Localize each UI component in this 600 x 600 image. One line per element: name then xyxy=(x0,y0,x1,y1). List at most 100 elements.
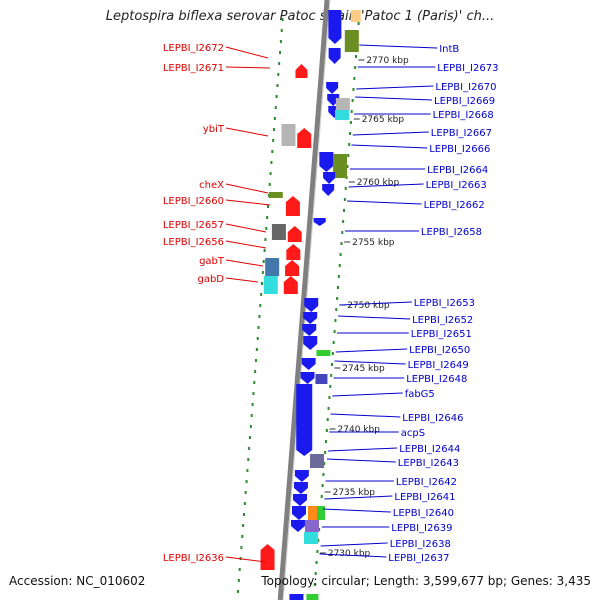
right-gene-label: LEPBI_I2667 xyxy=(431,128,492,139)
right-leader-line xyxy=(334,360,406,365)
gene-block xyxy=(302,324,317,336)
gene-block xyxy=(265,258,280,276)
right-leader-line xyxy=(320,542,388,547)
right-gene-label: LEPBI_I2650 xyxy=(409,345,470,356)
right-leader-line xyxy=(328,447,398,452)
right-gene-label: LEPBI_I2639 xyxy=(391,523,452,534)
right-leader-line xyxy=(332,392,403,397)
gene-block xyxy=(350,10,361,22)
scale-label: 2770 kbp xyxy=(366,56,409,66)
right-leader-line xyxy=(347,200,422,205)
gene-block xyxy=(295,64,308,78)
right-leader-line xyxy=(352,131,429,136)
gene-block xyxy=(294,470,309,482)
left-leader-line xyxy=(225,46,269,59)
scale-labels: 2770 kbp 2765 kbp 2760 kbp 2755 kbp 2750 kbp… xyxy=(319,56,409,559)
gene-features xyxy=(260,10,361,600)
gene-block xyxy=(307,506,318,520)
scale-label: 2735 kbp xyxy=(333,488,376,498)
right-gene-label: LEPBI_I2648 xyxy=(406,374,467,385)
genome-summary-text: Topology: circular; Length: 3,599,677 bp… xyxy=(261,574,591,588)
right-gene-label: fabG5 xyxy=(405,389,435,400)
right-gene-label: LEPBI_I2664 xyxy=(427,165,488,176)
right-gene-label: acpS xyxy=(401,428,425,439)
right-gene-label: LEPBI_I2658 xyxy=(421,227,482,238)
backbone-line xyxy=(277,0,330,600)
gene-block xyxy=(303,312,318,324)
gene-block xyxy=(285,196,300,216)
right-gene-label: LEPBI_I2651 xyxy=(411,329,472,340)
right-gene-label: LEPBI_I2640 xyxy=(393,508,454,519)
left-leader-line xyxy=(225,277,259,283)
right-leader-line xyxy=(323,508,391,513)
gene-block xyxy=(344,30,359,52)
gene-block xyxy=(297,128,312,148)
right-leader-line xyxy=(338,315,411,320)
right-gene-label: LEPBI_I2649 xyxy=(408,360,469,371)
right-gene-label: LEPBI_I2644 xyxy=(399,444,460,455)
right-gene-label: LEPBI_I2643 xyxy=(398,458,459,469)
right-gene-label: LEPBI_I2637 xyxy=(388,553,449,564)
left-leader-line xyxy=(225,127,269,137)
right-gene-label: LEPBI_I2653 xyxy=(414,298,475,309)
right-gene-label: LEPBI_I2669 xyxy=(434,96,495,107)
right-gene-label: LEPBI_I2670 xyxy=(435,82,496,93)
gene-block xyxy=(316,350,331,356)
gene-block xyxy=(300,372,315,384)
right-gene-label: LEPBI_I2638 xyxy=(390,539,451,550)
right-leader-line xyxy=(339,301,412,306)
map-title: Leptospira biflexa serovar Patoc strain … xyxy=(105,9,495,24)
gene-block xyxy=(323,172,336,184)
right-leader-line xyxy=(326,458,396,463)
left-leader-line xyxy=(225,183,269,194)
right-gene-label: LEPBI_I2662 xyxy=(424,200,485,211)
right-leader-line xyxy=(356,85,434,90)
gene-block xyxy=(283,276,298,294)
gene-block xyxy=(319,152,334,172)
gene-block xyxy=(287,226,302,242)
right-gene-label: LEPBI_I2652 xyxy=(412,315,473,326)
gene-block xyxy=(293,482,308,494)
gene-block xyxy=(328,48,341,64)
left-gene-label: LEPBI_I2656 xyxy=(163,237,224,248)
gene-block xyxy=(335,98,350,110)
gene-block xyxy=(304,520,319,532)
gene-block xyxy=(271,224,286,240)
left-gene-label: LEPBI_I2636 xyxy=(163,553,224,564)
scale-label: 2730 kbp xyxy=(328,549,371,559)
left-gene-label: LEPBI_I2671 xyxy=(163,63,224,74)
right-leader-line xyxy=(330,413,401,418)
gene-block xyxy=(301,358,316,370)
right-leader-line xyxy=(324,495,393,500)
right-gene-label: IntB xyxy=(439,44,459,55)
left-gene-label: gabT xyxy=(199,256,225,267)
right-leader-line xyxy=(359,44,438,49)
gene-block xyxy=(286,244,301,260)
right-gene-label: LEPBI_I2646 xyxy=(402,413,463,424)
gene-block xyxy=(303,336,318,350)
gene-block xyxy=(296,384,313,456)
left-gene-label: LEPBI_I2672 xyxy=(163,43,224,54)
gene-block xyxy=(328,10,342,44)
right-gene-label: LEPBI_I2668 xyxy=(433,110,494,121)
scale-label: 2760 kbp xyxy=(357,178,400,188)
gene-block xyxy=(316,506,325,520)
gene-block xyxy=(335,110,350,120)
left-gene-label: LEPBI_I2660 xyxy=(163,196,224,207)
gene-block xyxy=(293,494,307,506)
left-leader-line xyxy=(225,199,271,206)
left-leader-line xyxy=(225,259,264,267)
right-leader-line xyxy=(319,553,387,558)
right-gene-labels: IntB LEPBI_I2673 LEPBI_I2670 LEPBI_I2669 LEP… xyxy=(319,44,498,564)
scale-label: 2750 kbp xyxy=(347,301,390,311)
gene-block xyxy=(263,276,278,294)
left-gene-label: LEPBI_I2657 xyxy=(163,220,224,231)
gene-block xyxy=(310,454,325,468)
gene-block xyxy=(285,260,300,276)
accession-text: Accession: NC_010602 xyxy=(9,574,146,588)
gene-block xyxy=(306,594,319,600)
gene-block xyxy=(333,154,348,178)
right-leader-line xyxy=(351,144,428,149)
